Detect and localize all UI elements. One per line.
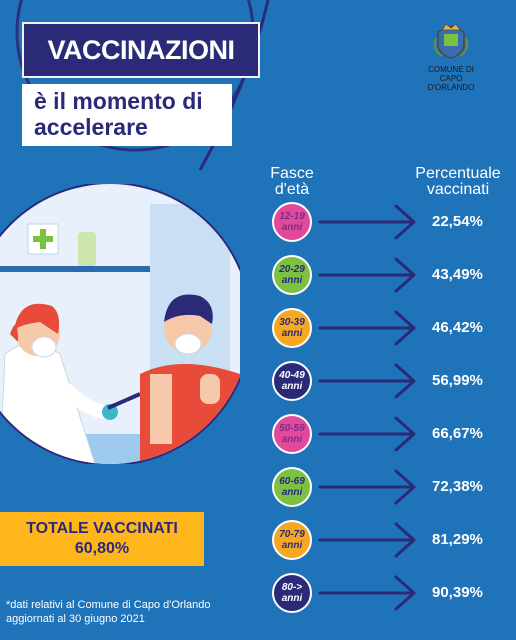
age-group-badge: 30-39 anni	[272, 308, 312, 348]
arrow-right-icon	[318, 469, 416, 505]
arrow-right-icon	[318, 575, 416, 611]
subtitle-line-2: accelerare	[34, 114, 148, 140]
arrow-right-icon	[318, 204, 416, 240]
footnote-line-1: *dati relativi al Comune di Capo d'Orlan…	[6, 599, 211, 611]
total-vaccinated-box: TOTALE VACCINATI 60,80%	[0, 512, 204, 566]
vaccinated-percentage: 81,29%	[432, 531, 483, 548]
vaccinated-percentage: 72,38%	[432, 478, 483, 495]
age-range: 50-59	[279, 423, 305, 434]
vaccinated-percentage: 46,42%	[432, 319, 483, 336]
title-box: VACCINAZIONI	[22, 22, 260, 78]
age-range: 30-39	[279, 317, 305, 328]
vaccinated-percentage: 43,49%	[432, 266, 483, 283]
age-unit: anni	[281, 222, 303, 233]
age-unit: anni	[281, 487, 303, 498]
subtitle-line-1: è il momento di	[34, 88, 203, 114]
age-group-label: 60-69 anni	[276, 476, 308, 498]
age-group-badge: 70-79 anni	[272, 520, 312, 560]
total-label: TOTALE VACCINATI	[26, 520, 178, 537]
age-range: 80->	[281, 582, 303, 593]
age-unit: anni	[281, 434, 303, 445]
age-group-badge: 40-49 anni	[272, 361, 312, 401]
age-group-label: 30-39 anni	[276, 317, 308, 339]
percentage-column-header: Percentuale vaccinati	[402, 166, 514, 198]
age-group-label: 50-59 anni	[276, 423, 308, 445]
age-group-label: 12-19 anni	[276, 211, 308, 233]
age-unit: anni	[281, 275, 303, 286]
age-unit: anni	[281, 593, 303, 604]
total-value: 60,80%	[74, 540, 130, 557]
age-unit: anni	[281, 540, 303, 551]
age-range: 70-79	[279, 529, 305, 540]
arrow-right-icon	[318, 416, 416, 452]
age-column-header: Fasce d'età	[262, 166, 322, 198]
logo-text-line-2: CAPO D'ORLANDO	[427, 74, 475, 92]
age-group-label: 80-> anni	[276, 582, 308, 604]
age-unit: anni	[281, 328, 303, 339]
vaccinated-percentage: 90,39%	[432, 584, 483, 601]
footnote-line-2: aggiornati al 30 giugno 2021	[6, 613, 145, 625]
age-group-label: 40-49 anni	[276, 370, 308, 392]
age-range: 40-49	[279, 370, 305, 381]
arrow-right-icon	[318, 257, 416, 293]
age-group-badge: 20-29 anni	[272, 255, 312, 295]
age-group-badge: 60-69 anni	[272, 467, 312, 507]
age-header-line-1: Fasce	[270, 165, 314, 182]
age-header-line-2: d'età	[274, 181, 310, 198]
coat-of-arms-icon	[433, 23, 469, 59]
vaccinated-percentage: 66,67%	[432, 425, 483, 442]
age-range: 20-29	[279, 264, 305, 275]
municipality-logo: COMUNE DI CAPO D'ORLANDO	[416, 23, 486, 92]
pct-header-line-2: vaccinati	[426, 181, 490, 198]
age-group-badge: 50-59 anni	[272, 414, 312, 454]
subtitle-box: è il momento di accelerare	[22, 84, 232, 146]
age-range: 60-69	[279, 476, 305, 487]
vaccinated-percentage: 56,99%	[432, 372, 483, 389]
age-range: 12-19	[279, 211, 305, 222]
age-group-label: 70-79 anni	[276, 529, 308, 551]
age-group-badge: 12-19 anni	[272, 202, 312, 242]
age-unit: anni	[281, 381, 303, 392]
vaccination-illustration	[0, 184, 240, 464]
arrow-right-icon	[318, 522, 416, 558]
pct-header-line-1: Percentuale	[415, 165, 501, 182]
page-title: VACCINAZIONI	[47, 34, 236, 65]
footnote: *dati relativi al Comune di Capo d'Orlan…	[6, 598, 256, 626]
arrow-right-icon	[318, 363, 416, 399]
age-group-label: 20-29 anni	[276, 264, 308, 286]
arrow-right-icon	[318, 310, 416, 346]
age-group-badge: 80-> anni	[272, 573, 312, 613]
vaccinated-percentage: 22,54%	[432, 213, 483, 230]
logo-text-line-1: COMUNE DI	[428, 65, 474, 74]
